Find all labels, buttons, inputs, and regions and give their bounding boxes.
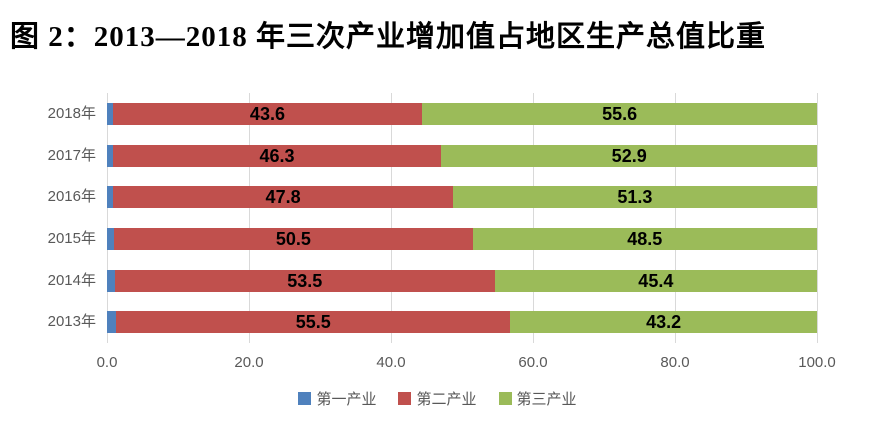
data-label: 52.9 (611, 146, 647, 166)
x-axis-tick-label: 20.0 (234, 354, 264, 371)
bar-segment (107, 228, 115, 250)
x-axis-tick-label: 0.0 (96, 354, 118, 371)
bar-segment (112, 145, 442, 167)
data-label: 53.5 (287, 271, 323, 291)
bar-segment (116, 311, 511, 333)
bar-segment (441, 145, 817, 167)
bar-row: 0.846.352.9 (107, 145, 817, 167)
y-axis-label: 2018年 (47, 105, 96, 122)
legend-swatch (298, 392, 312, 405)
gridline (817, 93, 818, 343)
data-label: 47.8 (265, 187, 301, 207)
data-label: 43.6 (249, 104, 285, 124)
bar-segment (422, 103, 817, 125)
legend-item: 第二产业 (398, 388, 477, 409)
data-label: 50.5 (275, 229, 311, 249)
bar-row: 0.947.851.3 (107, 186, 817, 208)
bar-segment (114, 228, 473, 250)
bar-segment (494, 270, 817, 292)
data-label: 45.4 (638, 271, 674, 291)
y-axis-label: 2017年 (47, 147, 96, 164)
bar-segment (107, 145, 113, 167)
legend-label: 第三产业 (516, 391, 577, 408)
figure-title: 图 2：2013—2018 年三次产业增加值占地区生产总值比重 (10, 21, 767, 53)
legend-swatch (398, 392, 412, 405)
bar-segment (114, 270, 495, 292)
y-axis-label: 2013年 (47, 313, 96, 330)
data-label: 55.5 (295, 312, 331, 332)
data-label: 55.6 (602, 104, 638, 124)
x-axis-tick-label: 40.0 (376, 354, 406, 371)
x-axis-tick-label: 60.0 (518, 354, 548, 371)
bar-segment (113, 186, 453, 208)
gridline (675, 93, 676, 343)
gridline (533, 93, 534, 343)
gridline (391, 93, 392, 343)
bar-segment (510, 311, 817, 333)
bar-row: 1.355.543.2 (107, 311, 817, 333)
bar-segment (472, 228, 817, 250)
y-axis-labels: 2018年 2017年 2016年 2015年 2014年 2013年 (0, 93, 96, 343)
gridline (249, 93, 250, 343)
bar-segment (112, 103, 423, 125)
y-axis-label: 2016年 (47, 188, 96, 205)
gridline (107, 93, 108, 343)
bar-segment (107, 311, 117, 333)
bar-row: 1.153.545.4 (107, 270, 817, 292)
legend: 第一产业 第二产业 第三产业 (0, 388, 875, 409)
x-axis-labels: 0.0 20.0 40.0 60.0 80.0 100.0 (97, 354, 836, 374)
bar-segment (452, 186, 817, 208)
y-axis-label: 2015年 (47, 230, 96, 247)
legend-swatch (498, 392, 512, 405)
data-label: 48.5 (627, 229, 663, 249)
plot-area: 0.843.655.60.846.352.90.947.851.31.050.5… (107, 93, 818, 343)
data-label: 43.2 (646, 312, 682, 332)
bar-segment (107, 186, 114, 208)
data-label: 46.3 (259, 146, 295, 166)
legend-label: 第二产业 (416, 391, 477, 408)
x-axis-tick-label: 80.0 (660, 354, 690, 371)
bar-row: 0.843.655.6 (107, 103, 817, 125)
bar-row: 1.050.548.5 (107, 228, 817, 250)
x-axis-tick-label: 100.0 (798, 354, 836, 371)
legend-item: 第三产业 (498, 388, 577, 409)
legend-item: 第一产业 (298, 388, 376, 409)
bar-segment (107, 103, 113, 125)
y-axis-label: 2014年 (47, 272, 96, 289)
data-label: 51.3 (617, 187, 653, 207)
bar-segment (107, 270, 115, 292)
legend-label: 第一产业 (316, 391, 377, 408)
